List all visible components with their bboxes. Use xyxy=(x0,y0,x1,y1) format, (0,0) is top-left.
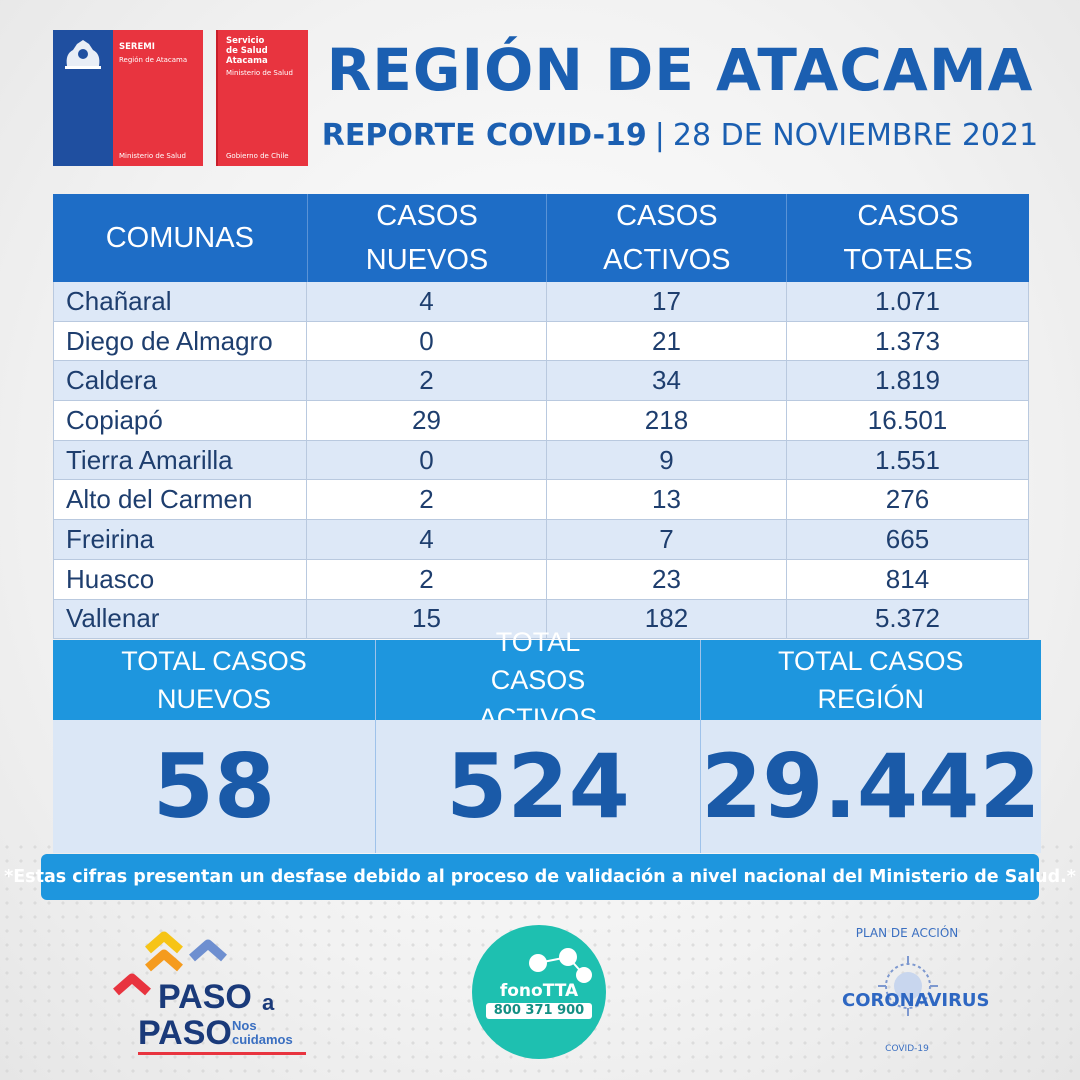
corona-main-text: CORONAVIRUS xyxy=(842,990,990,1011)
table-row: Chañaral 4 17 1.071 xyxy=(53,282,1029,322)
casos-activos-cell: 23 xyxy=(547,559,787,600)
servicio-gobierno: Gobierno de Chile xyxy=(226,152,289,160)
servicio-salud-logo: Servicio de Salud Atacama Ministerio de … xyxy=(216,30,308,166)
table-row: Tierra Amarilla 0 9 1.551 xyxy=(53,440,1029,481)
casos-activos-cell: 9 xyxy=(547,440,787,481)
servicio-line2: de Salud xyxy=(226,46,268,56)
seremi-logo: SEREMI Región de Atacama Ministerio de S… xyxy=(53,30,203,166)
total-region-label: TOTAL CASOS REGIÓN xyxy=(701,640,1041,720)
column-header-casos-nuevos: CASOS NUEVOS xyxy=(308,194,548,282)
column-header-comunas: COMUNAS xyxy=(53,194,308,282)
report-label: REPORTE COVID-19 xyxy=(321,118,647,153)
table-row: Alto del Carmen 2 13 276 xyxy=(53,480,1029,521)
total-activos-label: TOTAL CASOS ACTIVOS xyxy=(376,627,700,733)
comuna-name: Copiapó xyxy=(53,401,307,441)
fonotta-name: fonoTTA xyxy=(499,981,579,1001)
total-activos: TOTAL CASOS ACTIVOS 524 xyxy=(376,627,701,853)
casos-nuevos-cell: 0 xyxy=(307,321,547,362)
table-header: COMUNAS CASOS NUEVOS CASOS ACTIVOS CASOS… xyxy=(53,194,1029,282)
casos-activos-cell: 13 xyxy=(547,480,787,521)
comuna-name: Chañaral xyxy=(53,282,307,322)
comunas-table: COMUNAS CASOS NUEVOS CASOS ACTIVOS CASOS… xyxy=(53,194,1029,640)
chevron-steps-icon xyxy=(113,931,227,996)
casos-totales-cell: 814 xyxy=(787,559,1029,600)
table-row: Caldera 2 34 1.819 xyxy=(53,361,1029,402)
casos-activos-cell: 7 xyxy=(547,520,787,560)
chile-coat-of-arms-icon xyxy=(65,40,101,69)
casos-totales-cell: 665 xyxy=(787,520,1029,560)
casos-activos-cell: 34 xyxy=(547,361,787,402)
table-row: Copiapó 29 218 16.501 xyxy=(53,401,1029,441)
page-title: REGIÓN DE ATACAMA xyxy=(326,36,1034,104)
fonotta-logo: fonoTTA 800 371 900 xyxy=(472,925,606,1059)
servicio-line1: Servicio xyxy=(226,36,265,46)
fonotta-number: 800 371 900 xyxy=(486,1003,592,1019)
casos-totales-cell: 276 xyxy=(787,480,1029,521)
total-nuevos-label: TOTAL CASOS NUEVOS xyxy=(53,640,375,720)
total-region: TOTAL CASOS REGIÓN 29.442 xyxy=(701,640,1041,853)
table-row: Freirina 4 7 665 xyxy=(53,520,1029,560)
title-separator: | xyxy=(654,118,665,153)
plan-accion-coronavirus-logo: PLAN DE ACCIÓN CORONAVIRUS COVID-19 xyxy=(842,922,990,1062)
total-nuevos-value: 58 xyxy=(53,720,375,853)
paso-tag-1: Nos xyxy=(232,1018,257,1033)
paso-a: a xyxy=(262,990,275,1015)
comuna-name: Freirina xyxy=(53,520,307,560)
casos-nuevos-cell: 29 xyxy=(307,401,547,441)
comuna-name: Vallenar xyxy=(53,599,307,640)
comuna-name: Diego de Almagro xyxy=(53,321,307,362)
casos-nuevos-cell: 2 xyxy=(307,559,547,600)
report-subtitle: REPORTE COVID-19 | 28 DE NOVIEMBRE 2021 xyxy=(320,118,1040,153)
table-row: Diego de Almagro 0 21 1.373 xyxy=(53,321,1029,362)
paso-word-2: PASO xyxy=(138,1014,232,1052)
totals-panel: TOTAL CASOS NUEVOS 58 TOTAL CASOS ACTIVO… xyxy=(53,627,1041,853)
total-nuevos: TOTAL CASOS NUEVOS 58 xyxy=(53,640,376,853)
servicio-line3: Atacama xyxy=(226,56,268,66)
comuna-name: Caldera xyxy=(53,361,307,402)
casos-nuevos-cell: 4 xyxy=(307,282,547,322)
phone-network-icon xyxy=(529,948,592,983)
seremi-title: SEREMI xyxy=(119,42,155,52)
casos-totales-cell: 1.373 xyxy=(787,321,1029,362)
casos-activos-cell: 182 xyxy=(547,599,787,640)
paso-word-1: PASO xyxy=(158,978,252,1016)
total-activos-value: 524 xyxy=(376,720,700,853)
casos-nuevos-cell: 2 xyxy=(307,480,547,521)
casos-activos-cell: 218 xyxy=(547,401,787,441)
table-row: Huasco 2 23 814 xyxy=(53,559,1029,600)
paso-a-paso-logo: PASO a PASO Nos cuidamos xyxy=(110,930,320,1060)
disclaimer-note: *Estas cifras presentan un desfase debid… xyxy=(4,854,1076,900)
comuna-name: Tierra Amarilla xyxy=(53,440,307,481)
paso-underline xyxy=(138,1052,306,1055)
casos-totales-cell: 1.819 xyxy=(787,361,1029,402)
corona-top-text: PLAN DE ACCIÓN xyxy=(855,926,959,940)
casos-totales-cell: 1.071 xyxy=(787,282,1029,322)
casos-nuevos-cell: 15 xyxy=(307,599,547,640)
column-header-casos-activos: CASOS ACTIVOS xyxy=(547,194,788,282)
casos-activos-cell: 17 xyxy=(547,282,787,322)
column-header-casos-totales: CASOS TOTALES xyxy=(843,200,973,276)
seremi-ministry: Ministerio de Salud xyxy=(119,152,186,160)
casos-activos-cell: 21 xyxy=(547,321,787,362)
corona-bottom-text: COVID-19 xyxy=(885,1044,929,1054)
table-row: Vallenar 15 182 5.372 xyxy=(53,599,1029,640)
servicio-ministry: Ministerio de Salud xyxy=(226,69,293,77)
table-body: Chañaral 4 17 1.071 Diego de Almagro 0 2… xyxy=(53,282,1029,640)
paso-tag-2: cuidamos xyxy=(232,1032,293,1047)
casos-nuevos-cell: 2 xyxy=(307,361,547,402)
seremi-region: Región de Atacama xyxy=(119,56,188,64)
casos-totales-cell: 16.501 xyxy=(787,401,1029,441)
casos-nuevos-cell: 0 xyxy=(307,440,547,481)
casos-totales-cell: 1.551 xyxy=(787,440,1029,481)
virus-icon xyxy=(878,956,938,1016)
comuna-name: Huasco xyxy=(53,559,307,600)
casos-totales-cell: 5.372 xyxy=(787,599,1029,640)
casos-nuevos-cell: 4 xyxy=(307,520,547,560)
total-region-value: 29.442 xyxy=(701,720,1041,853)
comuna-name: Alto del Carmen xyxy=(53,480,307,521)
report-date: 28 DE NOVIEMBRE 2021 xyxy=(672,118,1039,153)
